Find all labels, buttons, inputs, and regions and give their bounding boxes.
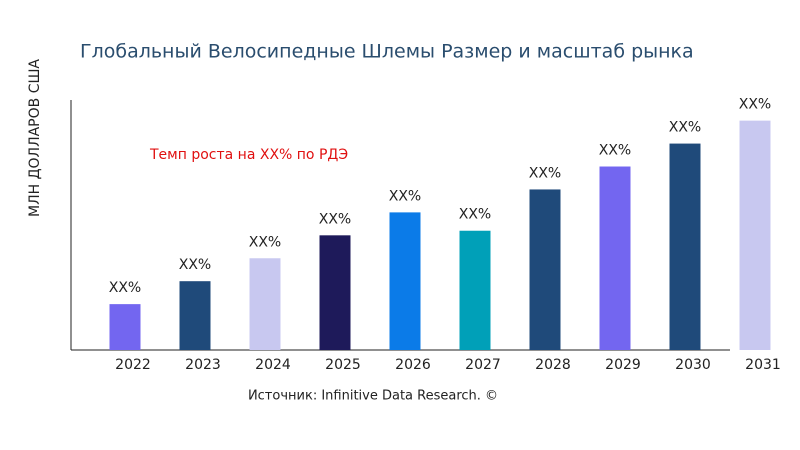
- y-axis-label: МЛН ДОЛЛАРОВ США: [27, 59, 43, 217]
- value-label: XX%: [669, 120, 701, 136]
- bar: [529, 189, 561, 350]
- x-tick-label: 2028: [535, 357, 571, 373]
- x-tick-label: 2023: [185, 357, 221, 373]
- bar: [599, 166, 631, 350]
- annotation: Темп роста на XX% по РДЭ: [149, 147, 348, 163]
- bar: [179, 281, 211, 350]
- bar: [249, 258, 281, 350]
- value-label: XX%: [319, 211, 351, 227]
- x-tick-label: 2030: [675, 357, 711, 373]
- bar: [109, 304, 141, 350]
- bar: [319, 235, 351, 350]
- value-label: XX%: [739, 97, 771, 113]
- value-label: XX%: [389, 188, 421, 204]
- value-label: XX%: [179, 257, 211, 273]
- x-tick-label: 2024: [255, 357, 291, 373]
- source: Источник: Infinitive Data Research. ©: [248, 389, 498, 404]
- x-tick-label: 2025: [325, 357, 361, 373]
- chart-title: Глобальный Велосипедные Шлемы Размер и м…: [80, 41, 694, 63]
- value-label: XX%: [529, 165, 561, 181]
- value-label: XX%: [109, 280, 141, 296]
- x-tick-label: 2029: [605, 357, 641, 373]
- bar: [459, 230, 491, 350]
- x-tick-label: 2031: [745, 357, 781, 373]
- bar: [669, 143, 701, 350]
- value-label: XX%: [599, 143, 631, 159]
- value-label: XX%: [459, 207, 491, 223]
- value-label: XX%: [249, 234, 281, 250]
- x-tick-label: 2027: [465, 357, 501, 373]
- x-tick-label: 2022: [115, 357, 151, 373]
- x-tick-label: 2026: [395, 357, 431, 373]
- bar: [739, 120, 771, 350]
- bar: [389, 212, 421, 350]
